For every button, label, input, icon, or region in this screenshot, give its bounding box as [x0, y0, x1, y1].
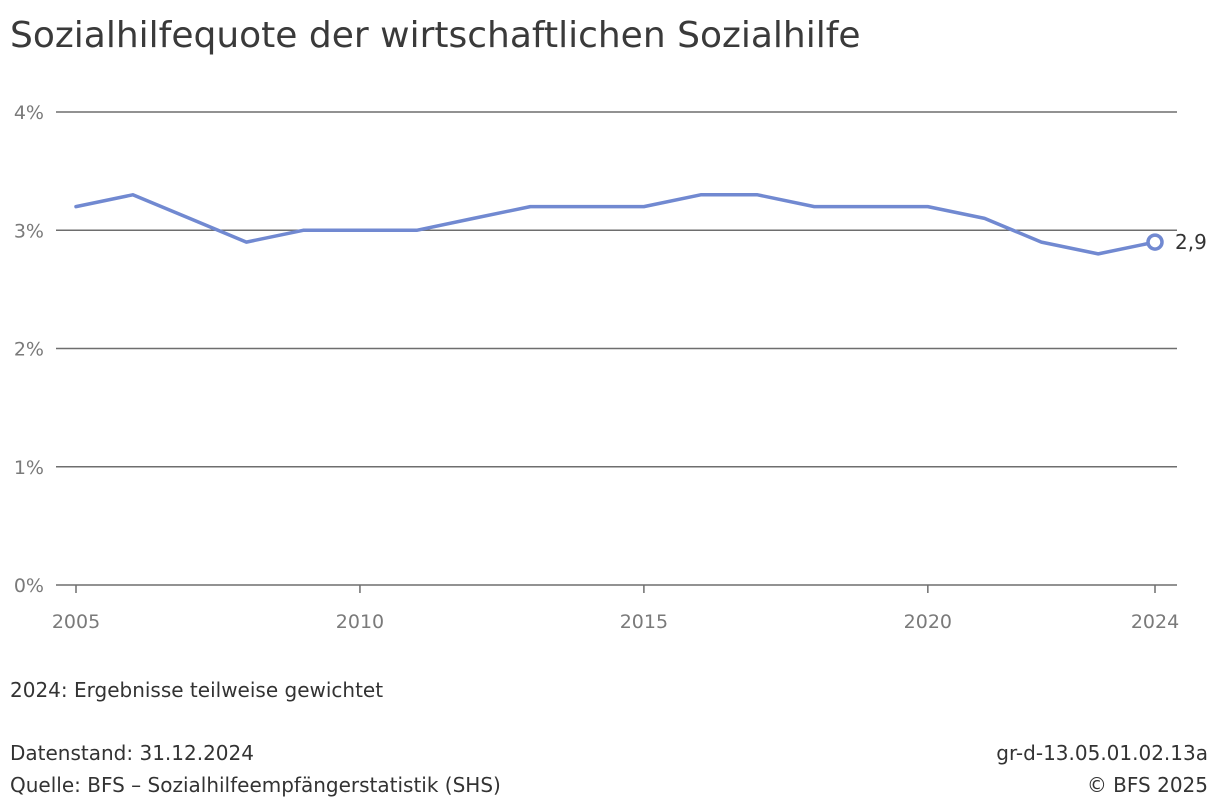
end-point-marker [1146, 233, 1164, 251]
end-value-label: 2,9 [1175, 230, 1207, 254]
x-tick-label: 2010 [336, 611, 384, 633]
source-text: Quelle: BFS – Sozialhilfeempfängerstatis… [10, 773, 501, 797]
copyright-text: © BFS 2025 [1086, 773, 1208, 797]
x-tick-label: 2005 [52, 611, 100, 633]
x-tick-label: 2020 [904, 611, 952, 633]
y-tick-label: 4% [14, 102, 44, 124]
y-tick-label: 2% [14, 339, 44, 361]
line-chart: 0% 1% 2% 3% 4% 2005 2010 2015 2020 2024 2,9 [14, 102, 1207, 633]
footer-right: gr-d-13.05.01.02.13a © BFS 2025 [996, 737, 1208, 801]
footer-left: Datenstand: 31.12.2024 Quelle: BFS – Soz… [10, 737, 501, 801]
chart-id-text: gr-d-13.05.01.02.13a [996, 741, 1208, 765]
y-tick-label: 0% [14, 575, 44, 597]
data-status-text: Datenstand: 31.12.2024 [10, 741, 254, 765]
chart-title: Sozialhilfequote der wirtschaftlichen So… [10, 15, 861, 56]
y-tick-label: 1% [14, 457, 44, 479]
y-tick-label: 3% [14, 220, 44, 242]
x-tick-label: 2015 [620, 611, 668, 633]
chart-note: 2024: Ergebnisse teilweise gewichtet [10, 678, 384, 702]
series-line [74, 193, 1157, 256]
x-tick-label: 2024 [1131, 611, 1179, 633]
